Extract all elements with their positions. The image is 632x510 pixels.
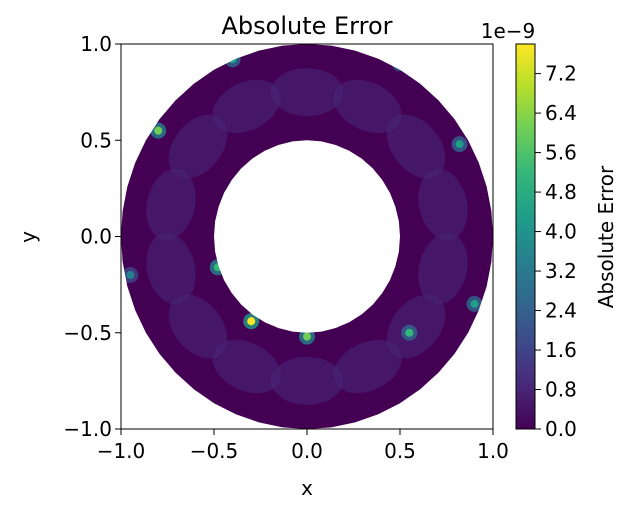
hotspot <box>213 263 222 272</box>
x-tick-label: 0.5 <box>384 439 416 463</box>
hotspot <box>303 332 311 341</box>
x-tick-label: 0.0 <box>291 439 323 463</box>
field-lobe <box>212 79 281 134</box>
y-tick-label: −0.5 <box>63 321 112 345</box>
hotspot <box>470 299 479 308</box>
error-field <box>121 44 493 429</box>
field-lobe <box>168 294 228 359</box>
colorbar-tick-label: 4.0 <box>545 220 577 244</box>
x-tick-label: 1.0 <box>477 439 509 463</box>
field-lobe <box>146 233 196 305</box>
y-tick-label: 0.5 <box>80 128 112 152</box>
x-tick-label: −1.0 <box>97 439 146 463</box>
field-lobe <box>271 356 343 405</box>
y-tick-label: 1.0 <box>80 32 112 56</box>
hotspot <box>396 59 404 68</box>
hotspot <box>228 55 237 64</box>
hotspot <box>405 328 414 337</box>
y-axis: −1.0 −0.5 0.0 0.5 1.0 <box>63 32 121 441</box>
colorbar-ramp <box>516 44 535 429</box>
y-axis-label: y <box>16 231 40 243</box>
colorbar-tick-label: 1.6 <box>545 338 577 362</box>
colorbar-tick-label: 5.6 <box>545 141 577 165</box>
field-lobe <box>271 68 343 117</box>
hotspot <box>126 271 135 279</box>
y-tick-label: 0.0 <box>80 225 112 249</box>
field-lobe <box>146 168 196 240</box>
hotspot <box>455 140 464 149</box>
field-lobe <box>386 114 446 179</box>
field-lobe <box>212 339 281 394</box>
colorbar-tick-label: 2.4 <box>545 299 577 323</box>
colorbar-tick-label: 3.2 <box>545 259 577 283</box>
colorbar: 0.0 0.8 1.6 2.4 3.2 4.0 4.8 5.6 6.4 7.2 1e−9 Abso… <box>481 19 618 441</box>
colorbar-offset-text: 1e−9 <box>481 19 536 43</box>
x-axis-label: x <box>301 476 313 500</box>
field-lobe <box>333 339 402 394</box>
colorbar-tick-label: 0.8 <box>545 378 577 402</box>
colorbar-tick-label: 4.8 <box>545 180 577 204</box>
y-tick-label: −1.0 <box>63 417 112 441</box>
field-lobe <box>386 294 446 359</box>
colorbar-tick-label: 7.2 <box>545 62 577 86</box>
colorbar-label: Absolute Error <box>594 165 618 308</box>
x-axis: −1.0 −0.5 0.0 0.5 1.0 <box>97 429 509 463</box>
colorbar-tick-label: 0.0 <box>545 417 577 441</box>
colorbar-ticks: 0.0 0.8 1.6 2.4 3.2 4.0 4.8 5.6 6.4 7.2 <box>535 62 577 441</box>
hotspot <box>154 126 163 135</box>
x-tick-label: −0.5 <box>190 439 239 463</box>
field-lobe <box>418 168 468 240</box>
hotspot <box>247 317 256 326</box>
colorbar-tick-label: 6.4 <box>545 101 577 125</box>
chart-title: Absolute Error <box>221 12 392 40</box>
plot-area: −1.0 −0.5 0.0 0.5 1.0 −1.0 −0.5 0.0 0.5 1.0 <box>63 32 508 463</box>
field-lobe <box>168 114 228 179</box>
field-lobe <box>333 79 402 134</box>
colorbar-frame <box>515 43 536 430</box>
field-lobe <box>418 233 468 305</box>
